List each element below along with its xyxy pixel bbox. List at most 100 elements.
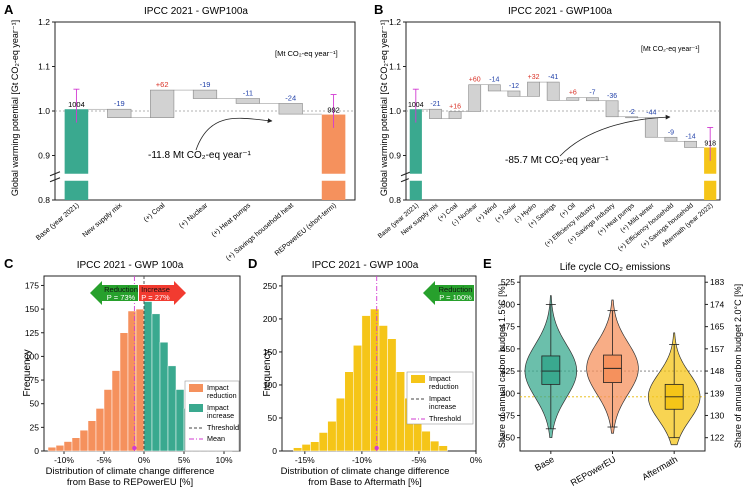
- panelC-legend-swatch: [189, 384, 203, 392]
- panelB-delta-bar: [507, 90, 521, 97]
- panelA-total-bar: [64, 109, 89, 200]
- panelB-delta-label: +6: [569, 90, 577, 97]
- panelD-reduction-value: P = 100%: [439, 293, 472, 302]
- panelC-reduction-label: Reduction: [104, 285, 138, 294]
- panelD-threshold-marker: [374, 445, 379, 451]
- panelD-ytick-label: 200: [263, 314, 277, 324]
- panelC-increase-arrow: [139, 281, 186, 305]
- panelA-bar-break: [63, 173, 90, 181]
- panelC-ytick-label: 75: [30, 375, 40, 385]
- panelA-category-label: Base (year 2021): [35, 202, 81, 242]
- panel-e-ytick-label-right: 122: [710, 433, 724, 443]
- panelC-histogram-bin: [167, 365, 177, 452]
- panel-label-a: A: [4, 2, 14, 17]
- panelA-bar-break: [320, 173, 347, 181]
- panel-a-annotation: -11.8 Mt CO₂-eq year⁻¹: [148, 150, 252, 161]
- panelC-increase-value: P = 27%: [141, 293, 170, 302]
- panelC-histogram-bin: [151, 313, 161, 452]
- panel-a-ylabel: Global warming potential [Gt CO₂-eq year…: [10, 20, 20, 196]
- panelC-increase-label: Increase: [141, 285, 170, 294]
- panelB-category-label: New supply mix: [400, 202, 440, 237]
- panelD-histogram-bin: [310, 441, 320, 452]
- panelD-ytick-label: 150: [263, 347, 277, 357]
- panelD-histogram-bin: [395, 371, 405, 452]
- panelD-ytick-label: 0: [272, 446, 277, 456]
- panelB-delta-label: -7: [589, 90, 595, 97]
- panelC-histogram-bin: [87, 420, 97, 452]
- panelC-histogram-bin: [175, 389, 185, 452]
- panel-label-b: B: [374, 2, 383, 17]
- panelD-ytick-label: 250: [263, 281, 277, 291]
- panelB-delta-label: -12: [509, 83, 519, 90]
- panelC-mean-marker: [132, 445, 137, 451]
- panelC-histogram-bin: [143, 301, 153, 452]
- panelC-legend-label: Impact reduction: [207, 383, 237, 400]
- panelC-ytick-label: 175: [25, 280, 39, 290]
- panelB-delta-bar: [684, 140, 697, 148]
- panelB-delta-label: -14: [686, 133, 696, 140]
- panelA-category-label: (+) Heat pumps: [211, 202, 253, 239]
- panelC-xtick-label: 5%: [178, 455, 191, 465]
- panelD-legend-label: Impact reduction: [429, 374, 459, 391]
- panel-a-title: IPCC 2021 - GWP100a: [144, 6, 248, 17]
- panel-e-ytick-label-left: 375: [501, 410, 515, 420]
- panel-e-ytick-label-left: 350: [501, 433, 515, 443]
- panelB-delta-bar: [586, 97, 599, 102]
- panelA-total-label: 992: [327, 106, 340, 115]
- panelB-total-bar: [704, 147, 717, 200]
- panel-e-box: [541, 355, 561, 385]
- panelC-histogram-bin: [135, 308, 145, 452]
- panelC-xtick-label: 0%: [138, 455, 151, 465]
- panelC-legend-label: Mean: [207, 434, 225, 443]
- panelC-histogram-bin: [71, 437, 81, 452]
- panel-d-xlabel: Distribution of climate change differenc…: [281, 466, 450, 488]
- panelD-histogram-bin: [327, 421, 337, 452]
- panel-e-ytick-label-right: 139: [710, 388, 724, 398]
- panelC-histogram-bin: [95, 408, 105, 452]
- panelB-delta-label: -41: [548, 74, 558, 81]
- panelD-reduction-arrow: [423, 281, 474, 305]
- panelB-axis-break: [400, 171, 412, 177]
- panelC-ytick-label: 0: [34, 446, 39, 456]
- panelB-delta-bar: [468, 84, 482, 112]
- panelC-histogram-bin: [79, 429, 89, 452]
- panelA-category-label: (+) Coal: [143, 202, 167, 224]
- panelC-histogram-bin: [47, 446, 57, 452]
- panel-c-title: IPCC 2021 - GWP 100a: [77, 260, 184, 271]
- panelB-delta-bar: [644, 117, 658, 138]
- panel-e-title: Life cycle CO₂ emissions: [560, 262, 671, 273]
- panel-e-category-label: REPowerEU: [569, 454, 618, 488]
- panelB-delta-label: -9: [668, 129, 674, 136]
- panelA-category-label: (+) Nuclear: [178, 202, 210, 230]
- panel-d-ylabel: Frequency: [262, 349, 273, 396]
- panelB-delta-bar: [429, 108, 442, 119]
- panelC-xtick-label: 10%: [215, 455, 232, 465]
- panel-c: IPCC 2021 - GWP 100a Frequency Distribut…: [22, 260, 241, 488]
- panel-e-ylabel-right: Share of annual carbon budget 2.0°C [%]: [733, 284, 743, 448]
- panelA-delta-bar: [192, 89, 218, 99]
- panelB-delta-label: -14: [489, 77, 499, 84]
- panel-e-ytick-label-right: 130: [710, 410, 724, 420]
- panelC-histogram-bin: [103, 389, 113, 452]
- panelC-ytick-label: 125: [25, 328, 39, 338]
- panelC-legend-label: Impact increase: [207, 403, 234, 420]
- panelA-delta-label: -11: [243, 89, 253, 98]
- panelC-histogram-bin: [159, 341, 169, 452]
- panelC-reduction-arrow: [90, 281, 138, 305]
- panelB-total-label: 918: [704, 140, 716, 147]
- panel-e-ytick-label-left: 500: [501, 299, 515, 309]
- panel-e-ytick-label-left: 425: [501, 366, 515, 376]
- panel-e-category-label: Aftermath: [640, 454, 679, 482]
- panelC-histogram-bin: [119, 332, 129, 452]
- panelB-delta-bar: [605, 100, 619, 118]
- panelB-delta-bar: [664, 136, 678, 142]
- panelD-histogram-bin: [370, 308, 380, 452]
- panel-a: IPCC 2021 - GWP100a Global warming poten…: [10, 6, 356, 262]
- panelD-histogram-bin: [378, 325, 388, 452]
- panel-d: IPCC 2021 - GWP 100a Frequency Distribut…: [262, 260, 483, 488]
- panel-d-title: IPCC 2021 - GWP 100a: [312, 260, 419, 271]
- panel-b-title: IPCC 2021 - GWP100a: [508, 6, 612, 17]
- panelB-delta-label: -21: [430, 101, 440, 108]
- panelA-ytick-label: 1.0: [38, 106, 50, 116]
